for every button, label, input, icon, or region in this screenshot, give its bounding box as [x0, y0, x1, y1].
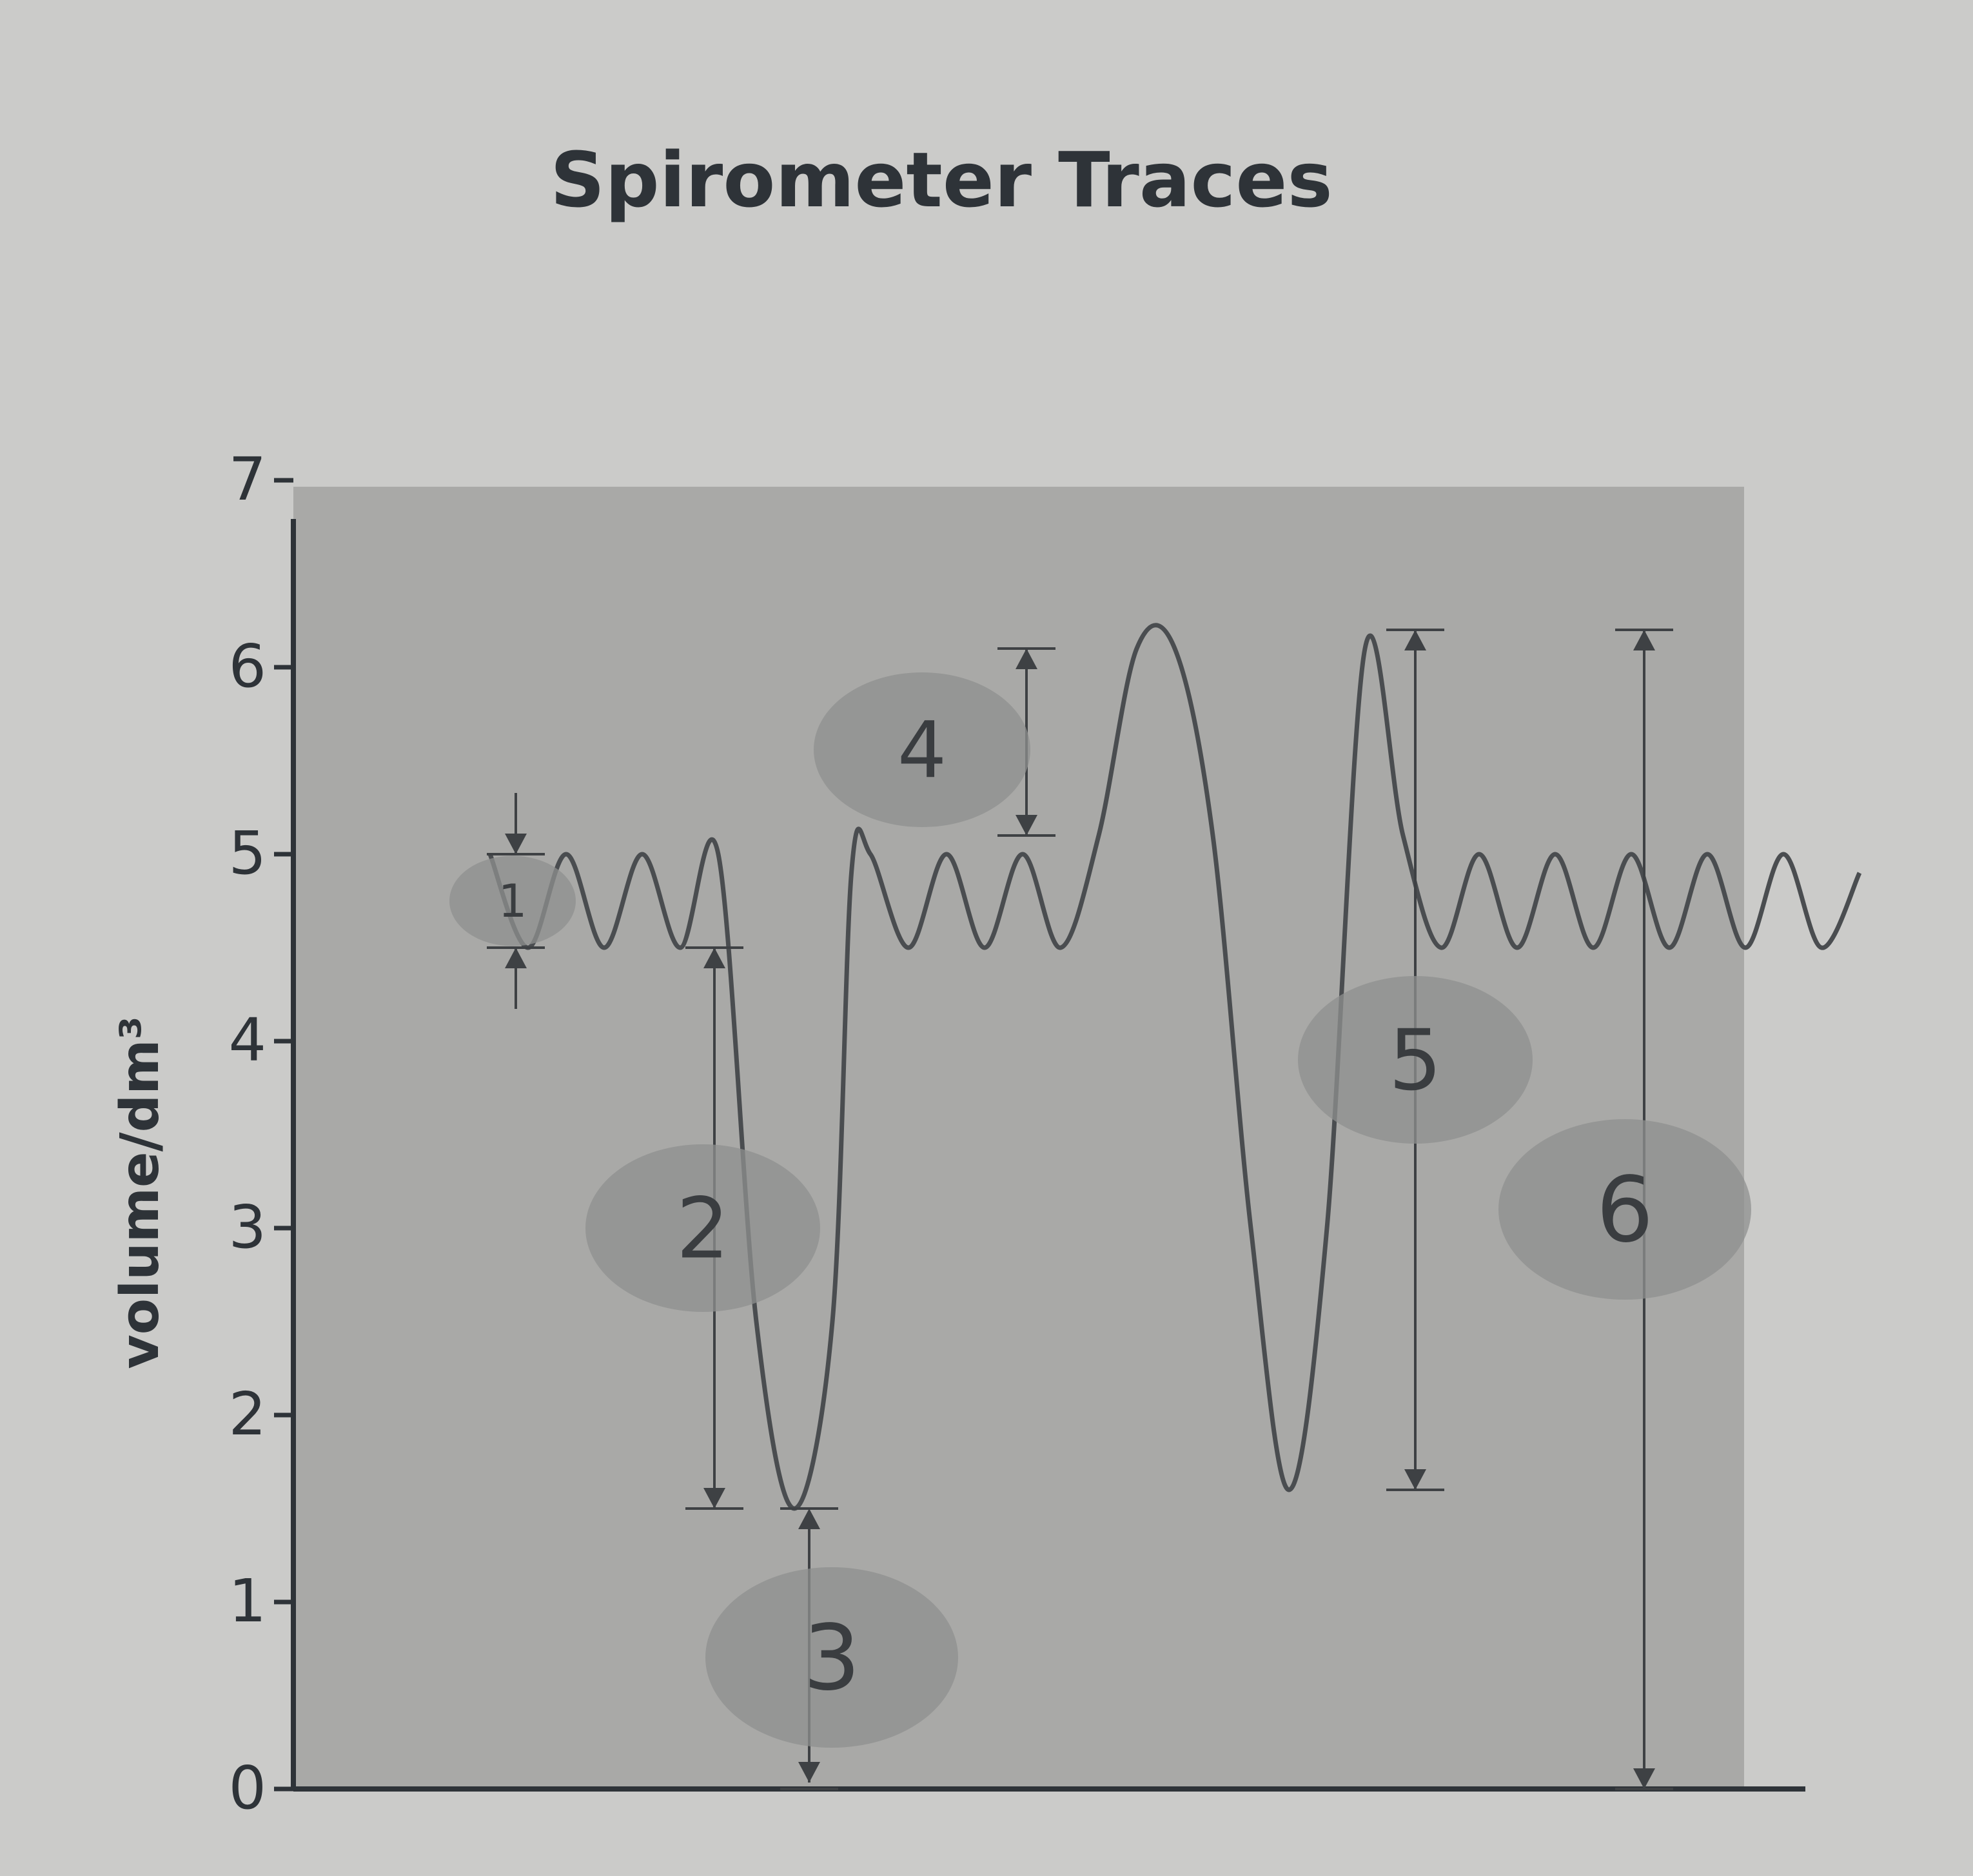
- annotation-4-arrowhead-top: [1016, 649, 1037, 669]
- trace-layer: [487, 623, 1862, 1511]
- chart-title: Spirometer Traces: [550, 135, 1332, 224]
- y-tick-label-5: 5: [228, 819, 266, 888]
- annotation-4-arrowhead-bottom: [1016, 815, 1037, 835]
- y-tick-label-1: 1: [228, 1567, 266, 1636]
- y-tick-label-3: 3: [228, 1193, 266, 1262]
- annotation-6-label: 6: [1596, 1158, 1653, 1263]
- annotation-5-arrowhead-bottom: [1404, 1469, 1426, 1490]
- annotation-1-arrowhead-top: [505, 834, 527, 854]
- y-tick-label-7: 7: [228, 445, 266, 514]
- annotation-1-arrowhead-bottom: [505, 948, 527, 968]
- annotation-6-arrowhead-top: [1633, 630, 1655, 650]
- annotation-1-label: 1: [498, 875, 527, 928]
- annotation-6-smudge: [1498, 1119, 1751, 1300]
- annotation-3-smudge: [705, 1567, 958, 1748]
- plot-area: [293, 487, 1744, 1789]
- annotation-4-smudge: [814, 672, 1030, 827]
- y-tick-label-4: 4: [228, 1006, 266, 1075]
- annotation-3-arrowhead-top: [798, 1509, 820, 1529]
- annotations: 1 2 3 4 5 6: [449, 629, 1751, 1790]
- annotation-3-arrowhead-bottom: [798, 1762, 820, 1783]
- annotation-2-smudge: [585, 1144, 820, 1312]
- annotation-3-label: 3: [803, 1606, 860, 1711]
- annotation-4-label: 4: [898, 706, 947, 796]
- annotation-5-arrowhead-top: [1404, 630, 1426, 650]
- annotation-2-arrowhead-bottom: [703, 1488, 725, 1509]
- annotation-2-arrowhead-top: [703, 948, 725, 968]
- y-tick-label-2: 2: [228, 1380, 266, 1449]
- y-ticks: 0 1 2 3 4 5 6 7: [228, 445, 293, 1822]
- y-tick-label-6: 6: [228, 632, 266, 701]
- annotation-6-arrowhead-bottom: [1633, 1768, 1655, 1789]
- annotation-5-smudge: [1298, 976, 1533, 1144]
- y-tick-label-0: 0: [228, 1754, 266, 1822]
- annotation-1-smudge: [449, 855, 576, 946]
- annotation-5-label: 5: [1389, 1011, 1442, 1109]
- annotation-2-label: 2: [676, 1180, 730, 1278]
- y-axis-label: volume/dm³: [110, 1016, 171, 1369]
- trace-line: [487, 623, 1862, 1511]
